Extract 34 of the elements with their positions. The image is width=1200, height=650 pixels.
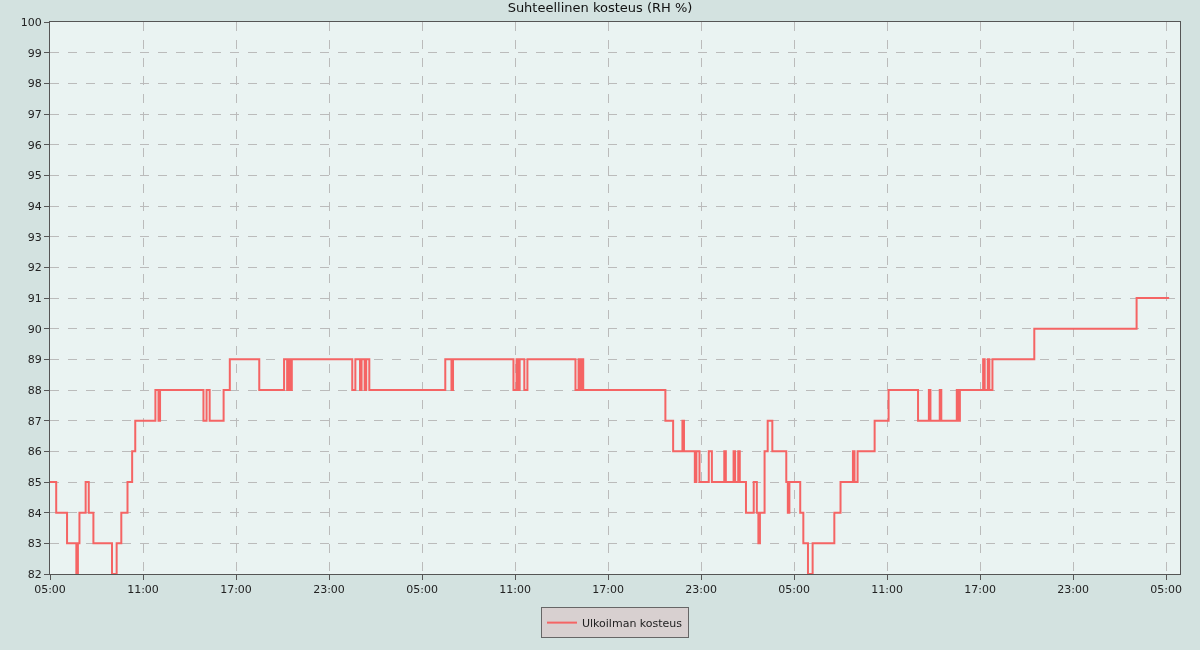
x-tick-label: 05:00 — [34, 583, 66, 597]
x-tick-label: 05:00 — [1150, 583, 1182, 597]
y-tick-label: 89 — [27, 353, 42, 367]
x-tick-label: 11:00 — [127, 583, 159, 597]
y-tick-label: 93 — [27, 230, 42, 244]
x-tick-label: 05:00 — [778, 583, 810, 597]
y-tick-label: 84 — [27, 506, 42, 520]
y-tick-label: 91 — [27, 291, 42, 305]
legend-label: Ulkoilman kosteus — [582, 616, 683, 630]
y-tick-label: 97 — [27, 107, 42, 121]
x-tick-label: 11:00 — [871, 583, 903, 597]
x-tick-label: 05:00 — [406, 583, 438, 597]
y-tick-label: 82 — [27, 567, 42, 581]
y-tick-label: 86 — [27, 445, 42, 459]
y-tick-label: 88 — [27, 383, 42, 397]
y-tick-label: 98 — [27, 77, 42, 91]
y-tick-label: 87 — [27, 414, 42, 428]
x-tick-label: 23:00 — [685, 583, 717, 597]
x-tick-label: 17:00 — [964, 583, 996, 597]
y-tick-label: 100 — [20, 15, 42, 29]
x-tick-label: 17:00 — [220, 583, 252, 597]
x-tick-label: 23:00 — [313, 583, 345, 597]
y-tick-label: 95 — [27, 169, 42, 183]
y-tick-label: 96 — [27, 138, 42, 152]
x-tick-label: 11:00 — [499, 583, 531, 597]
y-tick-label: 90 — [27, 322, 42, 336]
y-tick-label: 85 — [27, 475, 42, 489]
y-tick-label: 83 — [27, 537, 42, 551]
y-tick-label: 92 — [27, 261, 42, 275]
x-tick-label: 17:00 — [592, 583, 624, 597]
chart-title: Suhteellinen kosteus (RH %) — [507, 0, 693, 16]
y-tick-label: 99 — [27, 46, 42, 60]
x-tick-label: 23:00 — [1057, 583, 1089, 597]
y-tick-label: 94 — [27, 199, 42, 213]
